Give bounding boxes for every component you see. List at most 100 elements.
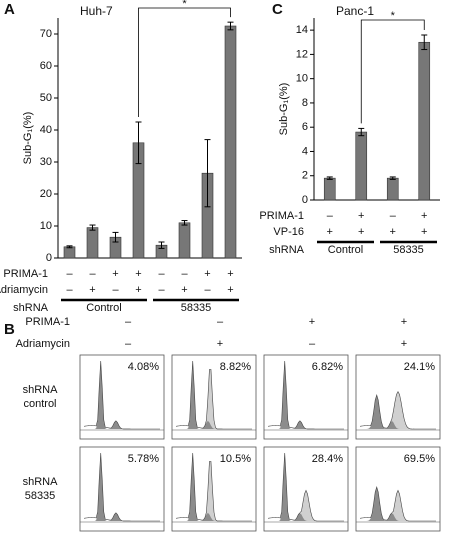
condition-value: – — [390, 210, 397, 222]
condition-value: + — [227, 268, 233, 280]
error-bar — [204, 139, 211, 208]
group-name: Control — [328, 244, 363, 256]
percentage: 28.4% — [312, 453, 343, 465]
row-label: shRNA — [23, 476, 59, 488]
histogram-dark — [268, 453, 344, 521]
bar — [355, 131, 368, 201]
y-tick-label: 6 — [302, 121, 308, 133]
histogram-outline — [267, 452, 344, 522]
y-tick-label: 30 — [40, 156, 52, 168]
condition-value: + — [390, 226, 396, 238]
condition-label: PRIMA-1 — [3, 268, 48, 280]
condition-value: + — [135, 284, 141, 296]
condition-value: – — [89, 268, 96, 280]
condition-value: + — [227, 284, 233, 296]
condition-value: + — [112, 268, 118, 280]
percentage: 5.78% — [128, 453, 159, 465]
condition-label: Adriamycin — [0, 284, 48, 296]
condition-value: + — [421, 226, 427, 238]
y-tick-label: 12 — [296, 48, 308, 60]
error-bar — [181, 220, 188, 226]
percentage: 24.1% — [404, 361, 435, 373]
group-name: 58335 — [393, 244, 424, 256]
y-tick-label: 60 — [40, 60, 52, 72]
histogram-outline — [175, 360, 252, 430]
percentage: 4.08% — [128, 361, 159, 373]
y-tick-label: 10 — [296, 73, 308, 85]
condition-value: – — [158, 268, 165, 280]
panel-letter: C — [272, 1, 283, 18]
y-tick-label: 8 — [302, 97, 308, 109]
condition-value: – — [158, 284, 165, 296]
histogram-dark — [84, 453, 160, 521]
condition-value: + — [89, 284, 95, 296]
bar — [418, 41, 431, 201]
y-tick-label: 10 — [40, 220, 52, 232]
error-bar — [389, 176, 396, 180]
condition-value: – — [217, 316, 224, 328]
group-label: shRNA — [269, 244, 305, 256]
error-bar — [326, 176, 333, 180]
histogram-dark — [84, 361, 160, 429]
group-label: shRNA — [13, 302, 49, 314]
condition-value: + — [135, 268, 141, 280]
row-label: 58335 — [25, 490, 56, 502]
panel-letter: A — [4, 1, 15, 18]
condition-value: + — [327, 226, 333, 238]
histogram-outline — [359, 485, 436, 522]
histogram-dark — [176, 361, 252, 429]
significance-bracket — [138, 7, 231, 117]
error-bar — [358, 127, 365, 137]
condition-value: – — [181, 268, 188, 280]
condition-value: + — [358, 226, 364, 238]
row-label: control — [23, 398, 56, 410]
error-bar — [227, 21, 234, 31]
y-tick-label: 20 — [40, 188, 52, 200]
error-bar — [112, 231, 119, 243]
histogram-frame — [79, 446, 165, 532]
histogram-outline — [359, 390, 436, 430]
histogram-light — [360, 490, 436, 521]
percentage: 69.5% — [404, 453, 435, 465]
condition-value: – — [66, 284, 73, 296]
bar — [178, 222, 191, 259]
bar — [323, 177, 336, 201]
y-tick-label: 0 — [302, 194, 308, 206]
group-name: 58335 — [181, 302, 212, 314]
histogram-dark — [176, 453, 252, 521]
chart-title: Panc-1 — [336, 4, 374, 18]
y-tick-label: 14 — [296, 24, 308, 36]
significance-label: * — [182, 0, 187, 10]
condition-value: – — [66, 268, 73, 280]
percentage: 10.5% — [220, 453, 251, 465]
significance-label: * — [391, 10, 396, 22]
error-bar — [66, 245, 73, 249]
condition-value: + — [204, 268, 210, 280]
condition-value: + — [401, 338, 407, 350]
condition-value: – — [125, 316, 132, 328]
condition-value: + — [309, 316, 315, 328]
error-bar — [158, 241, 165, 249]
condition-value: – — [125, 338, 132, 350]
histogram-outline — [83, 452, 160, 522]
error-bar — [135, 121, 142, 165]
condition-value: + — [217, 338, 223, 350]
condition-label: PRIMA-1 — [25, 316, 70, 328]
condition-value: – — [309, 338, 316, 350]
bar — [386, 177, 399, 201]
error-bar — [89, 224, 96, 231]
histogram-dark — [360, 487, 436, 521]
y-axis-label: Sub-G₁(%) — [22, 112, 34, 165]
y-tick-label: 0 — [46, 252, 52, 264]
condition-value: + — [181, 284, 187, 296]
condition-label: VP-16 — [273, 226, 304, 238]
histogram-outline — [267, 360, 344, 430]
histogram-dark — [360, 395, 436, 429]
significance-bracket — [360, 19, 425, 124]
bar — [224, 25, 237, 259]
histogram-outline — [175, 452, 252, 522]
condition-value: + — [358, 210, 364, 222]
percentage: 6.82% — [312, 361, 343, 373]
condition-label: PRIMA-1 — [259, 210, 304, 222]
